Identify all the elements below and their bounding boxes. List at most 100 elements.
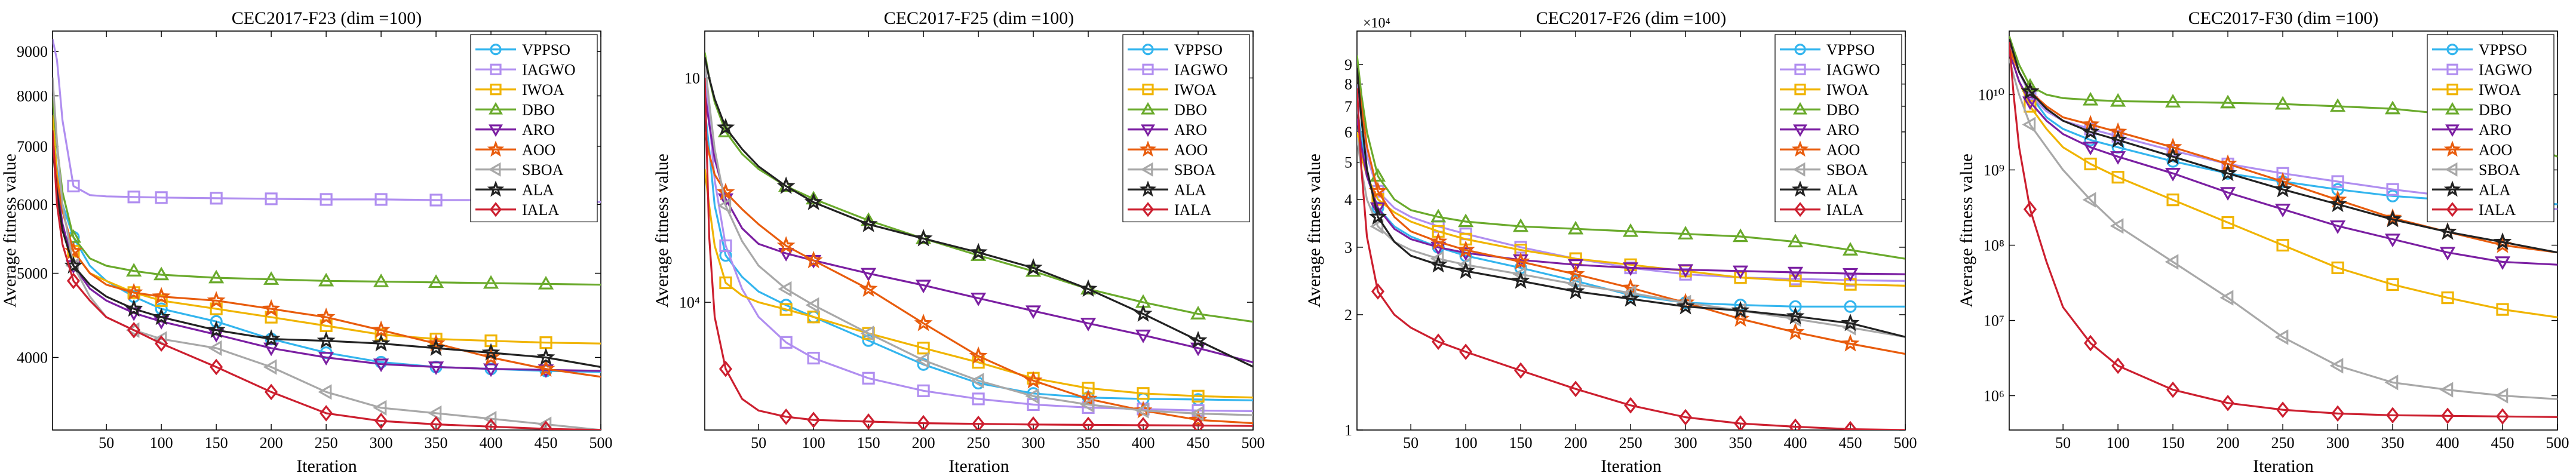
- series-marker-sboa: [263, 359, 277, 375]
- series-marker-sboa: [1135, 403, 1149, 419]
- series-marker-dbo: [1787, 234, 1804, 248]
- series-line-sboa: [2009, 58, 2557, 400]
- legend-marker: [2446, 44, 2458, 56]
- series-marker-sboa: [915, 352, 929, 368]
- legend-marker: [489, 202, 502, 217]
- legend-label: ALA: [1174, 181, 1206, 198]
- series-line-aro: [53, 135, 601, 372]
- series-marker-aro: [2439, 247, 2456, 261]
- series-marker-iala: [127, 321, 141, 339]
- series-marker-sboa: [2082, 192, 2096, 208]
- series-marker-ala: [2273, 180, 2292, 198]
- series-marker-sboa: [428, 405, 442, 422]
- series-marker-dbo: [126, 263, 142, 277]
- chart-title: CEC2017-F23 (dim =100): [232, 8, 422, 28]
- legend-label: AOO: [522, 141, 555, 158]
- y-axis-label: Average fitness value: [1304, 153, 1324, 308]
- series-marker-aro: [1135, 329, 1152, 343]
- series-marker-sboa: [2329, 358, 2344, 374]
- y-tick-label: 7: [1344, 98, 1352, 115]
- series-marker-ala: [2438, 222, 2457, 240]
- x-tick-label: 350: [1729, 434, 1752, 452]
- series-marker-sboa: [318, 384, 332, 400]
- series-marker-dbo: [1622, 223, 1639, 237]
- legend-marker: [2445, 162, 2458, 177]
- series-marker-ala: [776, 176, 796, 194]
- series-marker-aoo: [2383, 208, 2402, 226]
- series-marker-iagwo: [719, 239, 732, 253]
- series-line-sboa: [705, 62, 1253, 416]
- series-marker-sboa: [208, 340, 222, 356]
- series-marker-sboa: [2439, 382, 2454, 398]
- series-marker-dbo: [2110, 93, 2126, 107]
- y-tick-label: 4000: [17, 349, 48, 366]
- legend-marker: [1791, 180, 1809, 197]
- series-marker-dbo: [2274, 96, 2291, 110]
- legend-marker: [2446, 63, 2458, 75]
- series-marker-vppso: [210, 315, 223, 328]
- series-marker-dbo: [1567, 220, 1584, 235]
- series-marker-ala: [152, 307, 171, 325]
- series-marker-iala: [1136, 417, 1150, 430]
- series-marker-iwoa: [2276, 238, 2289, 252]
- legend-label: DBO: [2479, 101, 2511, 118]
- series-marker-iala: [1843, 420, 1857, 430]
- series-marker-dbo: [208, 269, 225, 284]
- legend-marker: [2443, 140, 2461, 157]
- series-marker-ala: [2021, 82, 2040, 100]
- x-axis-label: Iteration: [2253, 456, 2314, 476]
- legend-label: VPPSO: [522, 41, 570, 59]
- legend-marker: [2445, 124, 2460, 137]
- y-tick-label: 5000: [17, 265, 48, 282]
- series-marker-iala: [1459, 343, 1473, 360]
- series-marker-ala: [2383, 210, 2402, 228]
- series-marker-dbo: [1842, 242, 1859, 256]
- legend-marker: [490, 63, 502, 75]
- series-line-iwoa: [705, 168, 1253, 399]
- series-marker-iala: [265, 383, 278, 401]
- series-marker-aro: [915, 280, 932, 294]
- series-marker-ala: [1621, 289, 1640, 307]
- series-marker-dbo: [538, 275, 554, 290]
- series-marker-aoo: [124, 282, 143, 301]
- legend-marker: [2446, 202, 2459, 217]
- series-marker-iala: [862, 413, 876, 430]
- y-tick-label: 6000: [17, 196, 48, 213]
- series-marker-vppso: [1844, 300, 1857, 313]
- series-marker-aoo: [2328, 190, 2347, 208]
- legend-label: ALA: [2479, 181, 2511, 198]
- x-tick-label: 500: [2546, 434, 2569, 452]
- series-line-dbo: [705, 52, 1253, 323]
- series-layer: [705, 52, 1253, 430]
- series-marker-dbo: [1732, 228, 1749, 242]
- series-marker-aoo: [914, 314, 933, 331]
- x-tick-label: 250: [967, 434, 990, 452]
- x-tick-label: 500: [1894, 434, 1917, 452]
- y-tick-label: 10⁸: [1984, 237, 2004, 254]
- series-marker-dbo: [1190, 306, 1206, 320]
- legend-label: DBO: [1174, 101, 1207, 118]
- series-marker-iala: [1432, 333, 1445, 350]
- series-marker-iala: [1679, 409, 1693, 426]
- series-marker-dbo: [373, 273, 389, 287]
- x-tick-label: 200: [912, 434, 935, 452]
- series-marker-sboa: [2494, 388, 2509, 404]
- series-line-iagwo: [53, 39, 601, 203]
- series-marker-sboa: [2110, 218, 2124, 234]
- y-tick-label: 5: [1344, 154, 1352, 171]
- series-marker-aro: [1787, 266, 1804, 281]
- series-marker-iala: [719, 360, 733, 377]
- series-marker-iala: [2331, 405, 2345, 422]
- legend-marker: [1141, 102, 1155, 115]
- series-marker-iwoa: [2221, 216, 2234, 229]
- y-axis-multiplier: ×10⁴: [1363, 16, 1390, 31]
- series-marker-ala: [1368, 207, 1387, 225]
- series-marker-dbo: [1512, 218, 1529, 232]
- legend: VPPSO IAGWO IWOA DBO ARO AOO SBOA ALA IALA: [1774, 34, 1902, 223]
- series-marker-aoo: [317, 307, 336, 325]
- series-marker-iala: [2084, 334, 2098, 352]
- y-tick-label: 10⁷: [1984, 312, 2004, 330]
- series-marker-sboa: [970, 373, 984, 389]
- legend-label: ARO: [522, 121, 555, 139]
- legend-marker: [490, 84, 502, 96]
